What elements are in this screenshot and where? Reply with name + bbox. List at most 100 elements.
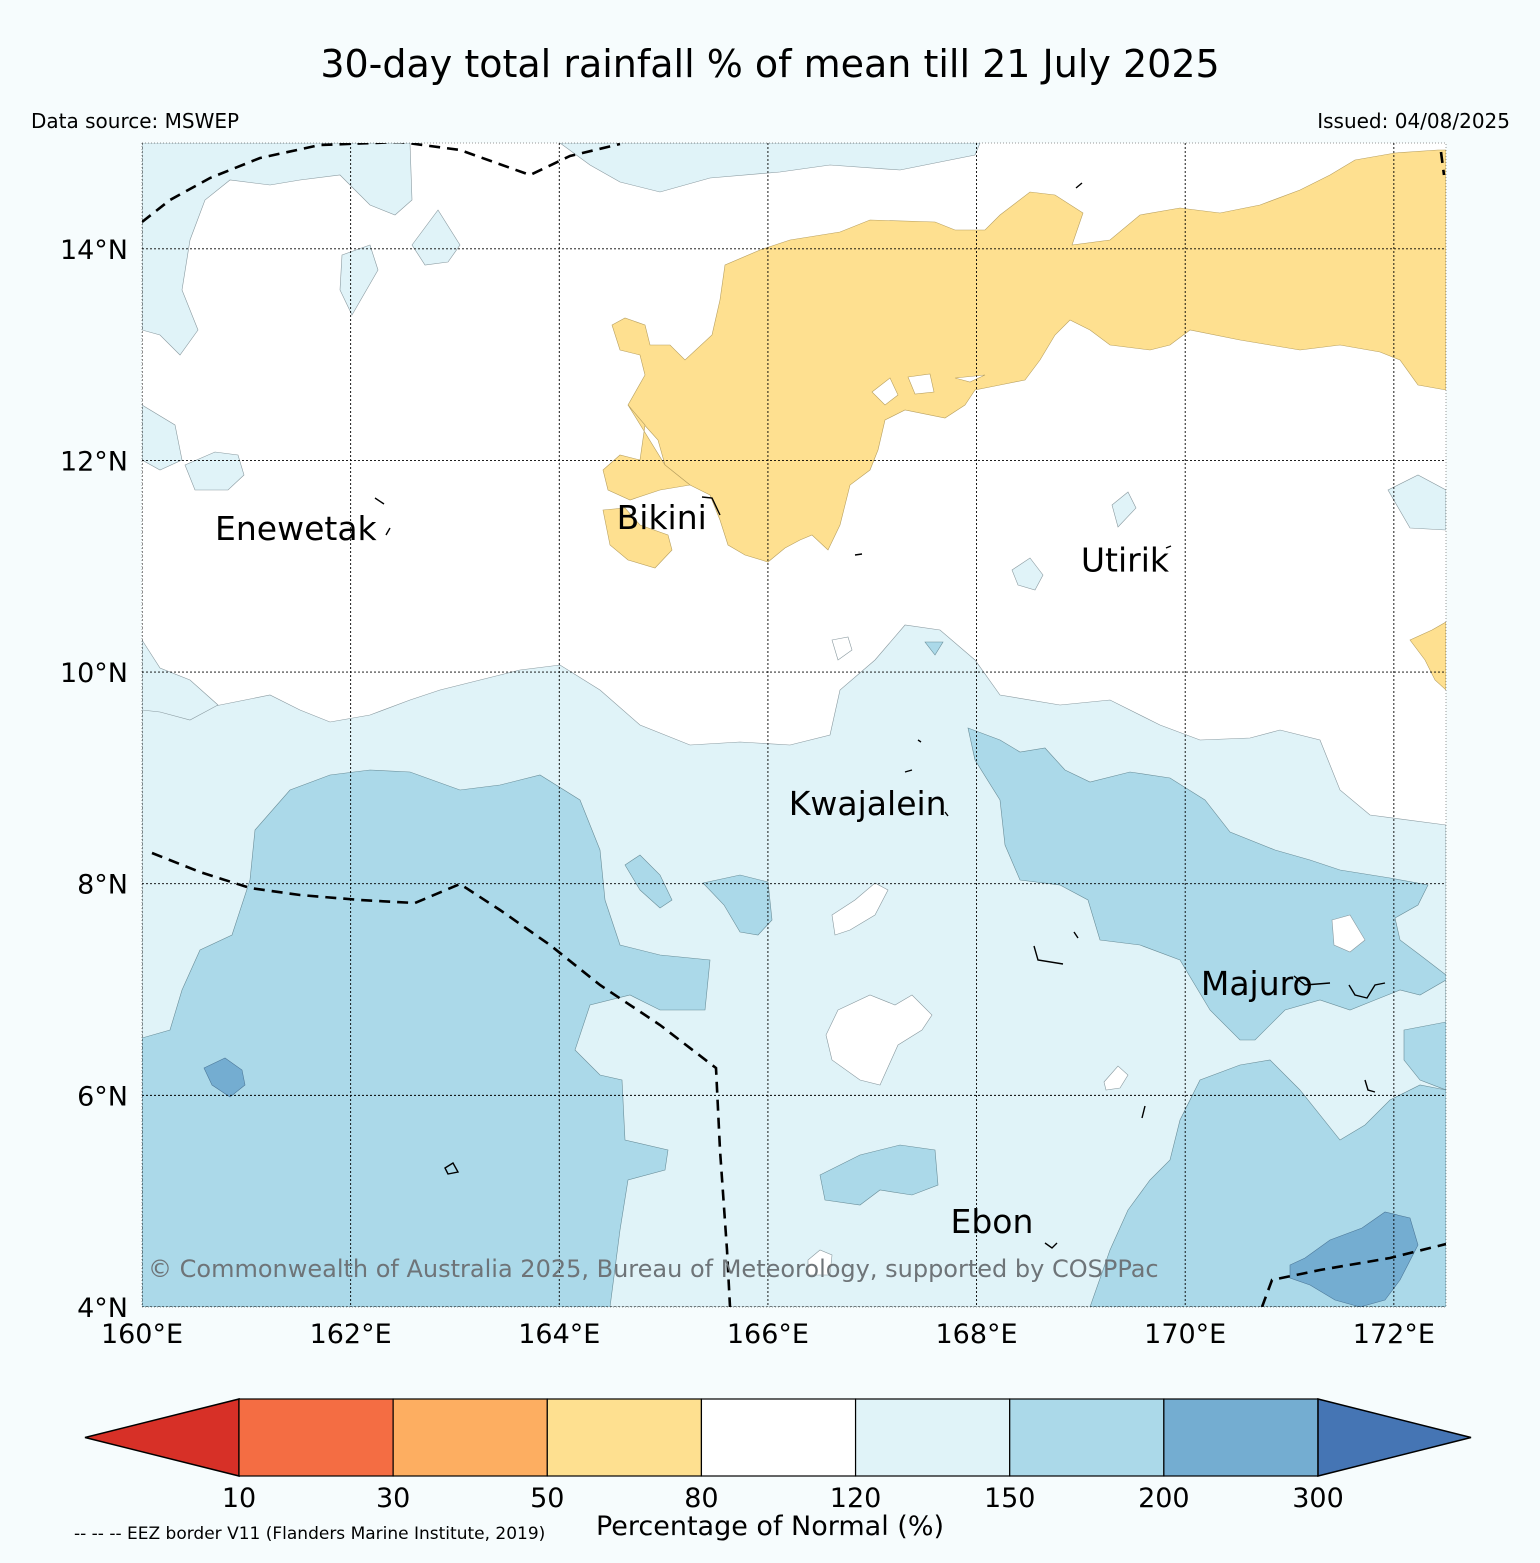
- hole-80-120-3: [1331, 914, 1366, 953]
- longitude-tick-label: 164°E: [518, 1319, 600, 1350]
- hole-80-120-2: [831, 882, 889, 936]
- band-120-150-patch3: [142, 404, 183, 471]
- band-120-150-patch4: [184, 451, 245, 491]
- band-120-150-patch6: [1111, 491, 1137, 528]
- rainfall-map: Enewetak BikiniUtirikKwajaleinMajuroEbon …: [60, 142, 1447, 1350]
- colorbar-tick-label: 30: [376, 1483, 410, 1514]
- latitude-tick-label: 8°N: [77, 870, 128, 901]
- colorbar-tick-label: 50: [530, 1483, 564, 1514]
- issued-date: Issued: 04/08/2025: [1317, 109, 1510, 133]
- band-120-150-nw: [142, 143, 413, 356]
- latitude-labels: 4°N 6°N 8°N 10°N 12°N 14°N: [60, 235, 128, 1324]
- coast-islet-5: [1364, 1079, 1376, 1093]
- place-label: Enewetak: [215, 509, 378, 548]
- map-title: 30-day total rainfall % of mean till 21 …: [320, 42, 1220, 86]
- place-label: Bikini: [617, 498, 707, 537]
- coast-utirik: [1165, 545, 1172, 549]
- coast-islet-4: [1141, 1105, 1146, 1119]
- longitude-tick-label: 162°E: [310, 1319, 392, 1350]
- map-plot-area: [142, 143, 1446, 1307]
- band-120-150-patch5: [1387, 474, 1446, 531]
- data-source: Data source: MSWEP: [31, 109, 240, 133]
- eez-legend-note: -- -- -- EEZ border V11 (Flanders Marine…: [74, 1524, 546, 1544]
- band-150-200-patch5: [924, 641, 944, 656]
- colorbar-tick-label: 10: [222, 1483, 256, 1514]
- band-150-200-patch1: [702, 874, 773, 936]
- colorbar-tick-label: 120: [830, 1483, 882, 1514]
- band-50-80-tail: [602, 404, 691, 501]
- place-label: Utirik: [1081, 541, 1170, 580]
- latitude-tick-label: 4°N: [77, 1293, 128, 1324]
- band-50-80-main: [611, 149, 1446, 563]
- coast-bikini: [701, 496, 721, 516]
- eez-border-tick: [1439, 151, 1446, 176]
- hole-80-120-5: [807, 1249, 833, 1276]
- coast-islet-3: [1073, 931, 1079, 939]
- latitude-tick-label: 6°N: [77, 1081, 128, 1112]
- place-label: Kwajalein: [789, 784, 947, 823]
- latitude-tick-label: 12°N: [60, 446, 128, 477]
- colorbar-tick-label: 200: [1138, 1483, 1190, 1514]
- band-200-300-patch2: [1289, 1211, 1419, 1307]
- colorbar-bin: [238, 1398, 394, 1477]
- longitude-tick-label: 160°E: [101, 1319, 183, 1350]
- coast-islet-6: [1075, 182, 1083, 189]
- latitude-tick-label: 10°N: [60, 658, 128, 689]
- coast-kwajalein: [904, 739, 949, 817]
- colorbar-bin: [1009, 1398, 1165, 1477]
- latitude-tick-label: 14°N: [60, 235, 128, 266]
- coast-islet-1: [444, 1162, 460, 1175]
- eez-border-southeast: [1260, 1242, 1446, 1307]
- longitude-tick-label: 168°E: [936, 1319, 1018, 1350]
- longitude-tick-label: 172°E: [1353, 1319, 1435, 1350]
- map-frame: [141, 142, 1447, 1308]
- eez-border-southwest: [151, 851, 732, 1307]
- colorbar-bin: [392, 1398, 548, 1477]
- longitude-tick-label: 170°E: [1144, 1319, 1226, 1350]
- coast-islet-7: [854, 553, 863, 556]
- hole-in-dry-1: [871, 377, 899, 406]
- colorbar-bin: [1163, 1398, 1319, 1477]
- hole-in-dry-2: [907, 373, 935, 395]
- colorbar-under-arrow: [84, 1398, 240, 1477]
- coast-ebon: [1044, 1242, 1058, 1249]
- band-50-80-bikini: [602, 507, 673, 569]
- copyright-text: © Commonwealth of Australia 2025, Bureau…: [148, 1255, 1159, 1283]
- colorbar-over-arrow: [1317, 1398, 1472, 1477]
- colorbar-tick-label: 150: [984, 1483, 1036, 1514]
- hole-80-120-4: [1103, 1065, 1129, 1091]
- colorbar-tick-label: 80: [684, 1483, 718, 1514]
- hole-in-dry-3: [954, 374, 986, 383]
- eez-border-north: [142, 143, 621, 224]
- colorbar-label: Percentage of Normal (%): [595, 1511, 945, 1542]
- colorbar-tick-labels: 10 30 50 80 120 150 200 300: [222, 1483, 1344, 1514]
- colorbar-bin: [700, 1398, 857, 1477]
- place-labels: Enewetak Bikini Utirik Kwajalein Majuro Ebon: [215, 498, 1313, 1241]
- gridlines: [142, 143, 1446, 1307]
- coast-majuro: [1293, 975, 1386, 999]
- band-120-150-patch7: [1011, 557, 1044, 591]
- band-150-200-patch2: [624, 854, 673, 909]
- band-120-150-patch2: [339, 244, 379, 316]
- band-50-80-east: [1409, 621, 1446, 691]
- longitude-labels: 160°E 162°E 164°E 166°E 168°E 170°E 172°E: [101, 1319, 1435, 1350]
- longitude-tick-label: 166°E: [727, 1319, 809, 1350]
- band-120-150-patch1: [411, 209, 461, 266]
- atoll-coastlines: [374, 182, 1386, 1249]
- eez-border: [142, 143, 1446, 1307]
- coast-islet-2: [1033, 945, 1064, 965]
- place-label: Majuro: [1201, 964, 1313, 1003]
- band-150-200-patch3: [819, 1144, 939, 1206]
- colorbar-bin: [546, 1398, 703, 1477]
- band-200-300-patch1: [203, 1057, 246, 1098]
- colorbar-tick-label: 300: [1292, 1483, 1344, 1514]
- hole-80-120-1: [825, 994, 933, 1086]
- colorbar-bin: [854, 1398, 1011, 1477]
- band-120-150-patch8: [142, 639, 219, 721]
- colorbar-bins: [84, 1398, 1472, 1477]
- hole-80-120-6: [831, 636, 853, 661]
- band-150-200-west: [142, 769, 711, 1307]
- place-label: Ebon: [950, 1202, 1033, 1241]
- coast-enewetak: [374, 497, 391, 536]
